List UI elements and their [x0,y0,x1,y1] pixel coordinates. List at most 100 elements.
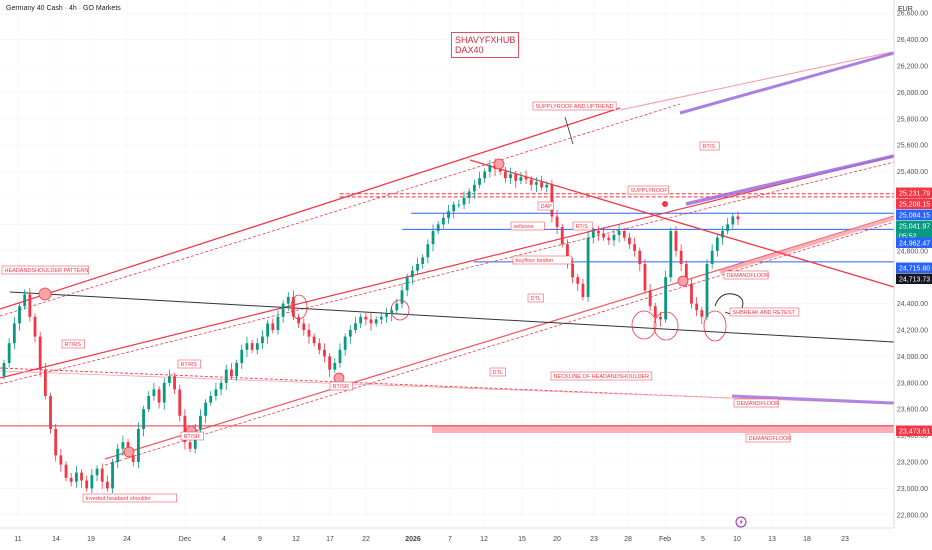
annotation-box [550,371,653,381]
x-tick-label: 22 [362,536,370,543]
candle-body [369,319,373,324]
candle-body [452,204,456,212]
candle-body [426,244,430,258]
annotation-label: SUPPLYROOF AND UPTREND [536,104,614,110]
annotation-label: DEMANDFLOOR [749,436,792,442]
x-tick-label: 24 [123,536,131,543]
candle-body [2,363,6,377]
annotation-box [532,101,617,111]
candle-body [519,176,523,181]
y-tick-label: 25,600.00 [897,143,928,150]
candle-body [85,480,89,489]
price-axis[interactable]: 22,800.00 23,000.00 23,200.00 23,400.00 23,6… [893,0,932,528]
candle-body [183,415,187,443]
candle-body [462,198,466,205]
annotation-box [572,221,593,231]
watermark-line2: DAX40 [455,45,484,55]
candle-body [653,306,657,317]
x-tick-label: 7 [448,536,452,543]
candle-body [488,165,492,172]
candle-body [643,264,647,291]
candle-body [416,264,419,271]
touch-dot [677,275,689,287]
neckline-solid [0,370,895,405]
annotation-label: DAP [541,204,553,210]
candle-body [271,323,275,330]
uptrend-upper-dashed [0,103,681,317]
candle-body [472,184,476,192]
price-tag-label: 24,962.47 [899,241,930,248]
time-axis[interactable]: 11 14 19 24 Dec 4 9 12 17 22 2026 7 12 15 20 23 28 Feb 5 10… [0,527,932,550]
uptrend-upper-line [0,107,621,310]
x-tick-label: 28 [624,536,632,543]
candle-body [338,349,342,363]
touch-ellipse [653,311,679,341]
candle-body [395,303,399,311]
candle-body [690,283,693,304]
extended-channel-line [619,51,893,111]
x-tick-label: 12 [480,536,488,543]
candle-body [59,455,63,465]
candle-body [43,369,47,396]
candle-body [710,250,714,264]
candle-body [276,316,280,330]
candle-body [162,382,166,403]
candle-body [715,237,719,251]
candle-body [400,290,404,304]
candle-body [147,396,151,410]
price-tag-label: 24,713.73 [899,277,930,284]
y-tick-label: 26,400.00 [897,37,928,44]
watermark-line1: SHAVYFXHUB [455,35,516,45]
candle-body [333,363,337,370]
candle-body [90,475,94,489]
y-tick-label: 23,600.00 [897,407,928,414]
candle-body [731,216,735,225]
candle-body [328,356,332,370]
touch-ellipse [703,310,727,342]
annotation-label: RT/RS [65,342,82,348]
touch-dot [123,446,135,458]
candle-body [173,376,176,390]
pink-lower-band [719,216,895,274]
x-tick-label: 9 [258,536,262,543]
candle-body [379,316,383,320]
candle-body [581,283,585,297]
trendlines [0,51,895,466]
annotation-box [180,431,204,441]
lower-channel-line [104,215,895,460]
candle-body [498,168,502,172]
y-tick-label: 23,800.00 [897,380,928,387]
candle-body [209,396,213,403]
candle-body [286,297,290,304]
candle-body [23,294,27,307]
black-neck-line [9,291,895,343]
candle-body [597,231,600,234]
candle-body [535,182,538,185]
candle-body [633,244,637,251]
annotation-box [329,381,353,391]
touch-ellipse [390,299,410,321]
candle-body [540,182,543,188]
annotation-box [537,201,554,211]
candle-body [664,277,668,320]
annotation-label: DEMANDFLOOR [737,401,780,407]
touch-dot [333,372,345,384]
price-tag-label: 25,041.97 [899,224,930,231]
candle-body [245,343,249,350]
price-tag-label: 23,473.61 [899,429,930,436]
candle-body [297,316,301,324]
touch-ellipse [290,294,308,320]
price-tag [896,187,932,198]
y-tick-label: 24,000.00 [897,354,928,361]
annotation-label: DEMANDFLOOR [727,273,770,279]
y-tick-label: 23,000.00 [897,486,928,493]
y-tick-label: 25,400.00 [897,169,928,176]
annotations: SUPPLYROOF AND UPTREND SUPPLYROOF DAP sellz… [1,101,800,503]
replay-icon[interactable] [735,516,747,528]
chart-title: Germany 40 Cash · 4h · GO Markets [6,5,121,12]
candle-body [364,316,368,320]
annotation-box [527,293,544,303]
candle-body [441,217,445,225]
candle-body [431,231,435,245]
